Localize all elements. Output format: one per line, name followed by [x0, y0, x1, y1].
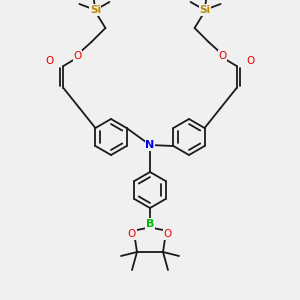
Text: Si: Si [90, 5, 101, 15]
Text: O: O [73, 51, 82, 61]
Text: B: B [146, 219, 154, 229]
Text: O: O [45, 56, 53, 66]
Text: O: O [247, 56, 255, 66]
Text: O: O [218, 51, 227, 61]
Text: O: O [128, 229, 136, 239]
Text: N: N [146, 140, 154, 150]
Text: Si: Si [199, 5, 210, 15]
Text: O: O [164, 229, 172, 239]
